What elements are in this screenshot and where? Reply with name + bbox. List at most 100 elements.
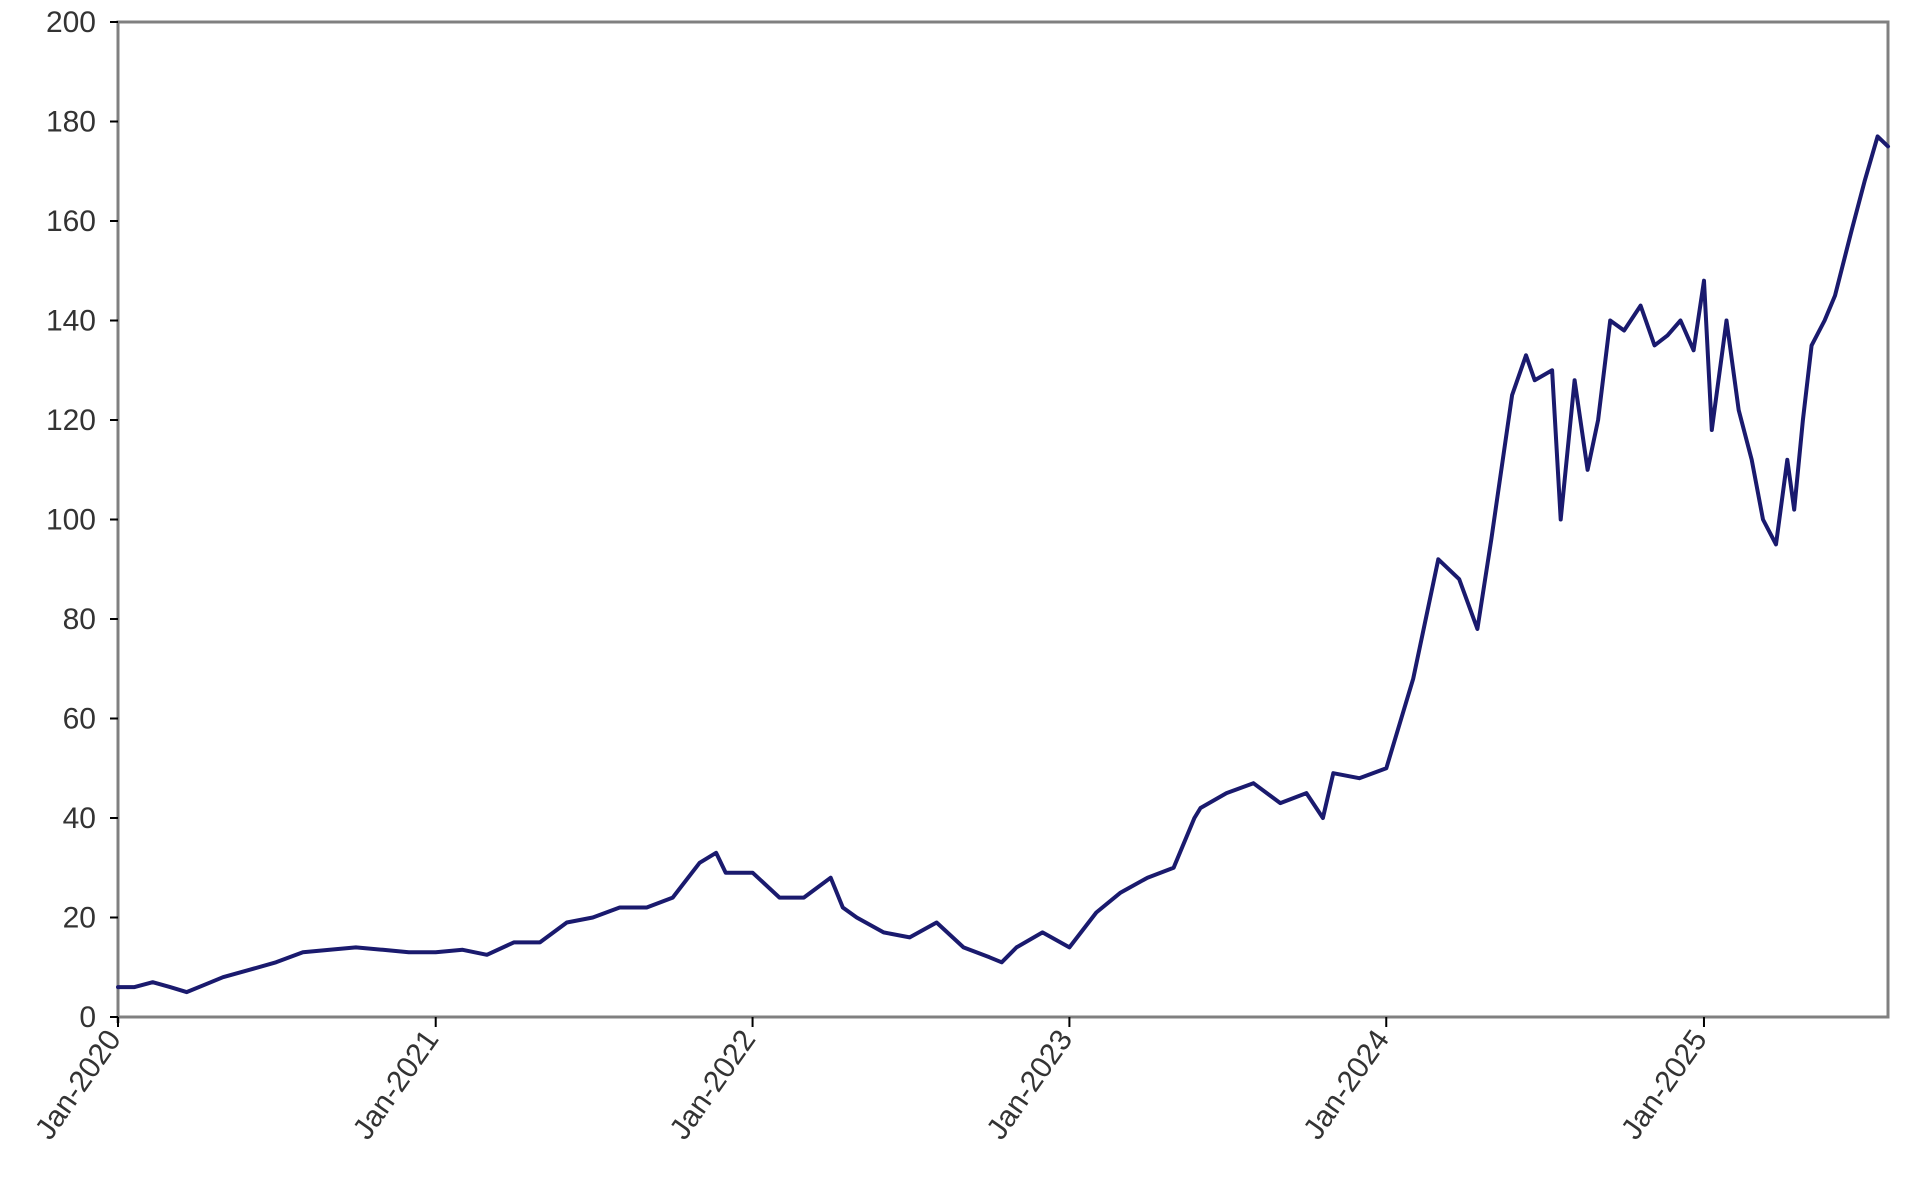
data-point [1849,229,1854,233]
data-point [1040,930,1045,935]
data-point [1067,945,1072,949]
data-point [1724,318,1729,323]
data-point [882,930,886,935]
x-axis-ticks: Jan-2020 Jan-2021 Jan-2022 Jan-2023 Jan-2024… [29,1017,1714,1145]
data-point [328,948,332,952]
data-point [1524,353,1528,357]
data-point [1810,343,1814,347]
y-tick-label: 0 [79,1001,96,1034]
x-tick-label: Jan-2025 [1615,1024,1714,1145]
data-point [1550,368,1554,372]
data-point [168,985,172,989]
data-point [407,950,411,954]
data-point [116,985,120,989]
data-point [714,851,718,855]
data-point [1596,418,1600,422]
data-point [1357,776,1361,780]
data-point [381,948,385,952]
data-point [1457,577,1461,581]
data-point [1785,458,1789,462]
data-point [1792,507,1796,512]
data-point [1278,801,1282,805]
data-point [1559,517,1563,522]
y-tick-label: 160 [46,205,96,238]
data-point [1665,333,1670,338]
x-tick-label: Jan-2021 [347,1024,446,1145]
data-point [1489,537,1493,542]
data-point [1638,303,1643,308]
axes [116,20,1890,1023]
data-point [961,945,966,949]
x-tick-label: Jan-2024 [1297,1024,1396,1145]
y-axis-ticks: 0 20 40 60 80 100 120 140 160 180 200 [46,6,118,1034]
data-point [1533,378,1537,382]
x-tick-label: Jan-2023 [980,1024,1079,1145]
data-point [1171,866,1176,870]
data-point [274,960,278,964]
data-point [855,915,859,920]
data-point [908,935,912,940]
data-point [829,876,833,880]
data-point [1192,816,1197,820]
y-tick-label: 40 [63,802,96,835]
data-point [1198,806,1203,810]
y-tick-label: 120 [46,404,96,437]
data-point [1014,945,1019,949]
y-tick-label: 80 [63,603,96,636]
y-tick-label: 100 [46,504,96,537]
data-point [1510,393,1514,397]
data-point [1411,677,1415,681]
data-point [485,953,489,957]
data-point [151,980,155,984]
data-point [750,871,755,875]
y-tick-label: 60 [63,703,96,736]
data-point [1000,960,1004,964]
x-tick-label: Jan-2022 [664,1024,763,1145]
data-point [591,915,595,920]
data-point [1224,791,1229,795]
plot-frame [116,20,1890,1019]
data-point [841,905,845,910]
data-point [724,871,728,875]
data-point [1094,910,1098,915]
x-tick-label: Jan-2020 [29,1024,128,1145]
y-tick-label: 180 [46,106,96,139]
data-point [1251,781,1256,785]
data-point [618,905,622,910]
data-point [132,985,137,989]
data-point [1710,428,1714,432]
data-point [301,950,305,954]
y-tick-label: 140 [46,305,96,338]
data-point [1774,542,1778,546]
data-point [1875,134,1880,139]
data-point [184,990,189,994]
data-point [1652,343,1657,347]
data-point [1678,318,1683,323]
data-point [1886,144,1890,148]
data-point [802,896,806,900]
data-point [1622,328,1626,333]
data-point [1586,468,1590,472]
data-point [1145,876,1150,880]
data-point [1573,378,1577,382]
data-point [248,968,252,972]
data-point [777,896,782,900]
data-point [1331,771,1335,775]
data-point [1833,294,1837,298]
data-point [1321,816,1325,820]
data-point [1823,318,1827,323]
y-tick-label: 200 [46,6,96,39]
data-point [1737,408,1741,412]
data-point [1801,418,1805,422]
data-point [512,940,516,944]
data-point [934,920,939,925]
data-point [538,940,542,944]
data-point [434,950,438,954]
data-point [565,920,569,925]
data-point [698,861,702,865]
data-point [1750,458,1754,462]
data-point [1862,179,1867,183]
data-point [671,896,675,900]
